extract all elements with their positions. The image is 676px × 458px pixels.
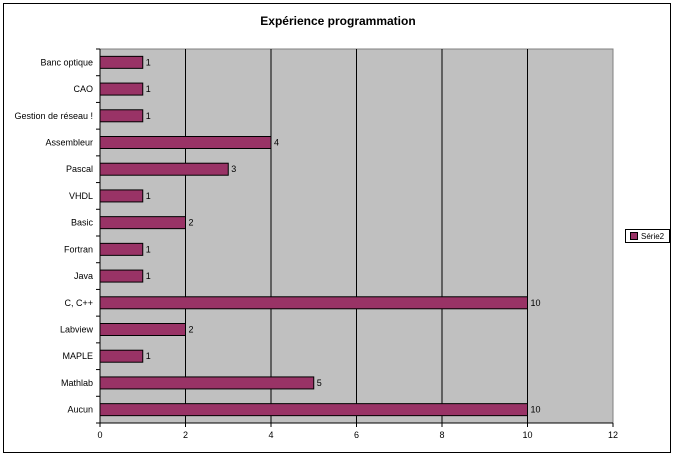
data-label: 2 — [189, 218, 194, 228]
legend-label: Série2 — [641, 231, 665, 241]
x-tick-label: 10 — [522, 430, 532, 440]
category-label: MAPLE — [62, 351, 93, 361]
data-label: 1 — [146, 244, 151, 254]
x-tick-label: 8 — [439, 430, 444, 440]
data-label: 5 — [317, 378, 322, 388]
x-tick-label: 12 — [608, 430, 618, 440]
data-label: 3 — [231, 164, 236, 174]
bar — [99, 189, 144, 203]
category-label: Mathlab — [61, 378, 93, 388]
data-label: 1 — [146, 84, 151, 94]
data-label: 10 — [531, 298, 541, 308]
bar — [99, 403, 528, 417]
bar — [99, 269, 144, 283]
bar — [99, 323, 186, 336]
bar — [99, 136, 272, 149]
data-label: 10 — [531, 405, 541, 415]
bar — [99, 296, 528, 310]
category-label: Gestion de réseau ! — [14, 111, 93, 121]
x-tick-label: 4 — [268, 430, 273, 440]
category-label: Aucun — [67, 405, 93, 415]
chart-title: Expérience programmation — [260, 14, 416, 28]
category-label: Assembleur — [45, 138, 93, 148]
bar — [99, 162, 229, 176]
category-label: Java — [74, 271, 93, 281]
data-label: 1 — [146, 351, 151, 361]
bar — [99, 242, 144, 256]
category-label: Basic — [71, 218, 94, 228]
category-label: Fortran — [64, 244, 93, 254]
category-label: C, C++ — [64, 298, 93, 308]
data-label: 4 — [274, 138, 279, 148]
bar — [99, 216, 186, 230]
x-tick-label: 6 — [354, 430, 359, 440]
bar — [99, 55, 144, 69]
category-label: VHDL — [69, 191, 93, 201]
category-label: Labview — [60, 325, 94, 335]
legend: Série2 — [625, 229, 670, 243]
bar — [99, 349, 144, 363]
x-tick-label: 2 — [183, 430, 188, 440]
data-label: 1 — [146, 271, 151, 281]
bar — [99, 376, 315, 390]
category-label: Pascal — [66, 164, 93, 174]
x-tick-label: 0 — [97, 430, 102, 440]
category-label: Banc optique — [40, 57, 93, 67]
data-label: 1 — [146, 57, 151, 67]
data-label: 1 — [146, 191, 151, 201]
bar — [99, 109, 144, 123]
bar — [99, 82, 144, 96]
data-label: 1 — [146, 111, 151, 121]
data-label: 2 — [189, 325, 194, 335]
category-label: CAO — [73, 84, 93, 94]
legend-swatch — [630, 232, 638, 240]
